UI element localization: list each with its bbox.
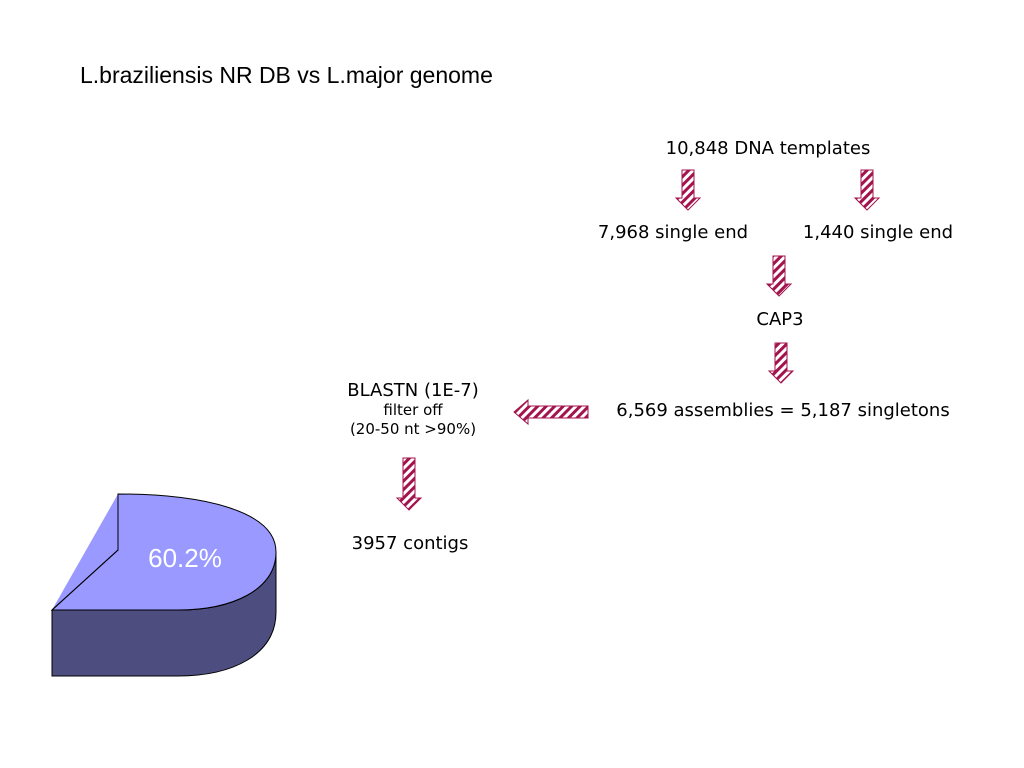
arrow-down-icon	[767, 342, 795, 384]
pie-percentage-label: 60.2%	[148, 543, 222, 573]
arrow-down-icon	[765, 255, 793, 297]
assemblies-label: 6,569 assemblies = 5,187 singletons	[616, 400, 950, 421]
blastn-label: BLASTN (1E-7)	[347, 380, 479, 401]
contigs-label: 3957 contigs	[351, 533, 469, 554]
arrow-down-icon	[674, 169, 702, 211]
criteria-label: (20-50 nt >90%)	[349, 420, 477, 438]
arrow-down-icon	[395, 457, 423, 511]
single-end-right-label: 1,440 single end	[802, 222, 954, 243]
templates-label: 10,848 DNA templates	[665, 138, 871, 159]
filter-label: filter off	[383, 401, 443, 419]
cap3-label: CAP3	[756, 309, 804, 330]
blastn-box: BLASTN (1E-7) filter off (20-50 nt >90%)	[347, 380, 479, 439]
arrow-left-icon	[513, 398, 589, 426]
slide-title: L.braziliensis NR DB vs L.major genome	[80, 62, 493, 88]
arrow-down-icon	[853, 169, 881, 211]
single-end-left-label: 7,968 single end	[597, 222, 749, 243]
pie-slice-top	[50, 493, 277, 611]
